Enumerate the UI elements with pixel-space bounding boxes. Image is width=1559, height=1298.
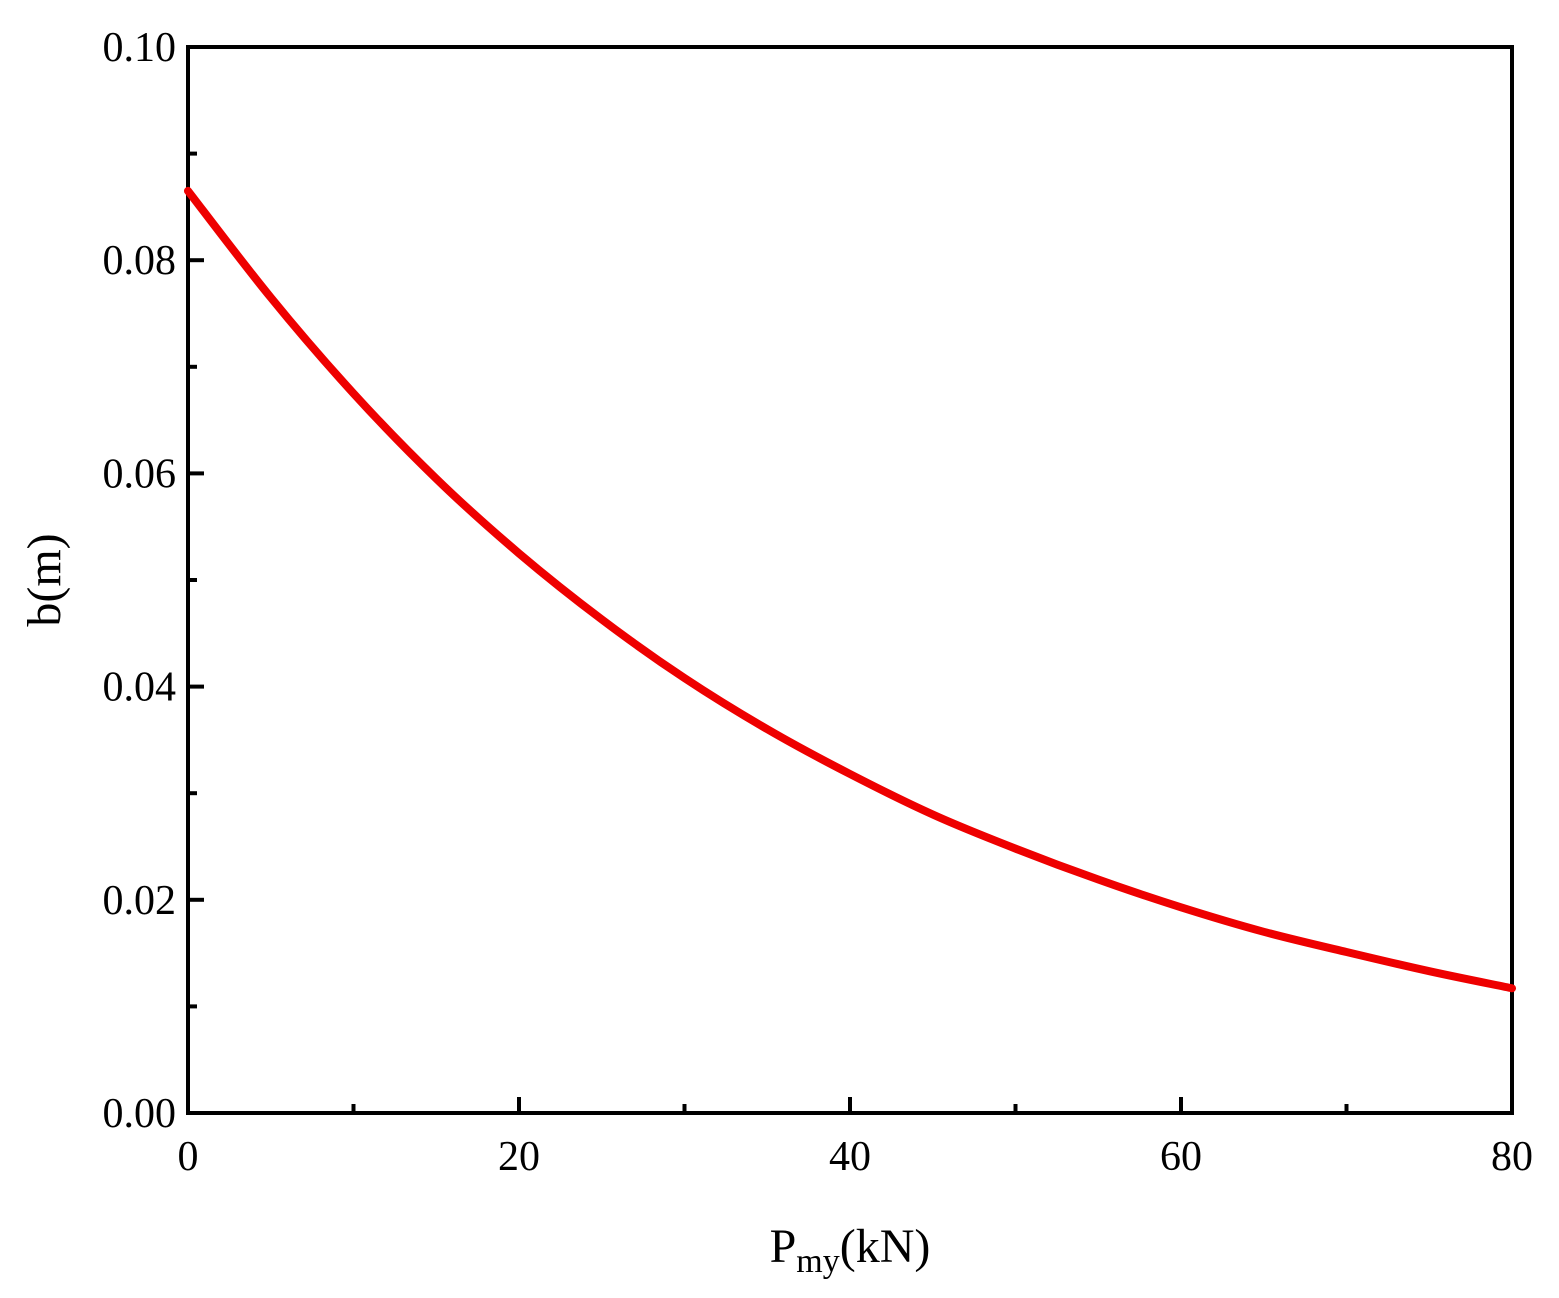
x-tick-label: 60 [1160,1134,1202,1180]
x-axis-ticks: 0 20 40 60 80 [178,1097,1533,1180]
x-axis-title: Pmy(kN) [770,1220,931,1280]
x-tick-label: 40 [829,1134,871,1180]
x-tick-label: 80 [1491,1134,1533,1180]
y-axis-ticks: 0.00 0.02 0.04 0.06 0.08 0.10 [103,25,204,1137]
plot-frame [186,45,1514,1115]
x-axis-title-unit: (kN) [840,1220,931,1273]
y-tick-label: 0.08 [103,238,177,284]
x-tick-label: 0 [178,1134,199,1180]
x-tick-label: 20 [498,1134,540,1180]
y-axis-title: b(m) [18,533,71,626]
y-tick-label: 0.02 [103,878,177,924]
x-axis-title-main: P [770,1220,797,1273]
series-layer [184,186,1516,993]
series-line [184,186,1516,993]
y-tick-label: 0.04 [103,665,177,711]
x-axis-title-sub: my [796,1243,839,1280]
y-tick-label: 0.10 [103,25,177,71]
y-tick-label: 0.00 [103,1091,177,1137]
y-tick-label: 0.06 [103,451,177,497]
